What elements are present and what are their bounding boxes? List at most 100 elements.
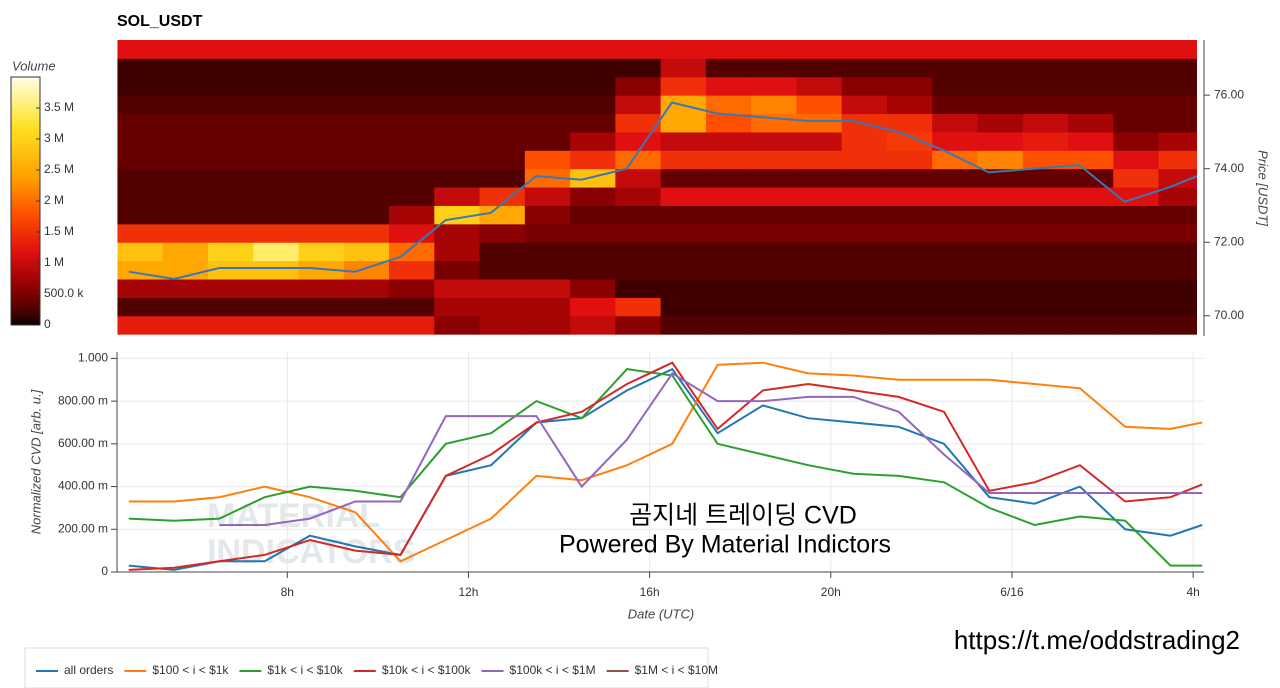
colorbar-swatch — [11, 115, 40, 118]
heatmap-cell — [977, 131, 1024, 151]
heatmap-cell — [570, 76, 616, 96]
colorbar-swatch — [11, 249, 40, 252]
heatmap-cell — [343, 95, 390, 115]
heatmap-cell — [524, 279, 571, 298]
heatmap-cell — [841, 260, 888, 280]
heatmap-cell — [796, 242, 843, 262]
colorbar-swatch — [11, 145, 40, 148]
heatmap-cell — [705, 223, 752, 243]
colorbar-tick-label: 500.0 k — [44, 286, 84, 300]
legend-box — [24, 647, 709, 688]
heatmap-cell — [705, 150, 752, 170]
annotation: https://t.me/oddstrading2 — [954, 625, 1240, 655]
heatmap-cell — [479, 297, 526, 317]
heatmap-cell — [570, 113, 616, 133]
heatmap-cell — [253, 95, 300, 115]
colorbar-swatch — [11, 123, 40, 126]
heatmap-cell — [162, 315, 209, 335]
heatmap-cell — [705, 279, 752, 298]
heatmap-cell — [1158, 205, 1197, 225]
colorbar-swatch — [11, 283, 40, 286]
heatmap-cell — [570, 205, 616, 225]
heatmap-cell — [1022, 76, 1069, 96]
y-tick-label: 0 — [101, 564, 108, 578]
heatmap-cell — [615, 58, 662, 78]
heatmap-cell — [117, 297, 164, 317]
heatmap-cell — [207, 168, 254, 188]
heatmap — [117, 40, 1197, 335]
heatmap-cell — [977, 297, 1024, 317]
heatmap-cell — [253, 76, 300, 96]
heatmap-cell — [1113, 260, 1160, 280]
colorbar-swatch — [11, 141, 40, 144]
heatmap-cell — [886, 40, 933, 59]
colorbar-swatch — [11, 253, 40, 256]
annotation: Powered By Material Indictors — [559, 531, 891, 559]
colorbar-swatch — [11, 229, 40, 232]
heatmap-cell — [343, 205, 390, 225]
heatmap-cell — [162, 260, 209, 280]
heatmap-cell — [253, 297, 300, 317]
heatmap-cell — [660, 242, 707, 262]
heatmap-cell — [932, 113, 978, 133]
heatmap-cell — [1067, 242, 1114, 262]
colorbar-swatch — [11, 233, 40, 236]
heatmap-cell — [932, 168, 978, 188]
colorbar-swatch — [11, 221, 40, 224]
heatmap-cell — [389, 131, 435, 151]
colorbar-swatch — [11, 225, 40, 228]
colorbar-swatch — [11, 217, 40, 220]
heatmap-cell — [524, 76, 571, 96]
heatmap-cell — [434, 150, 481, 170]
heatmap-cell — [796, 113, 843, 133]
legend-label: $1k < i < $10k — [267, 663, 343, 677]
colorbar-swatch — [11, 111, 40, 114]
colorbar-swatch — [11, 85, 40, 88]
heatmap-cell — [615, 242, 662, 262]
heatmap-cell — [841, 131, 888, 151]
colorbar-swatch — [11, 261, 40, 264]
heatmap-cell — [1022, 260, 1069, 280]
heatmap-cell — [886, 260, 933, 280]
chart-title: SOL_USDT — [117, 13, 203, 30]
colorbar-swatch — [11, 133, 40, 136]
heatmap-cell — [162, 58, 209, 78]
colorbar-swatch — [11, 181, 40, 184]
heatmap-cell — [479, 168, 526, 188]
heatmap-cell — [1022, 223, 1069, 243]
lines — [128, 361, 1203, 571]
heatmap-cell — [298, 168, 345, 188]
heatmap-cell — [886, 131, 933, 151]
heatmap-cell — [932, 150, 978, 170]
heatmap-cell — [162, 297, 209, 317]
colorbar-swatch — [11, 151, 40, 154]
heatmap-cell — [343, 260, 390, 280]
heatmap-cell — [977, 260, 1024, 280]
heatmap-cell — [615, 297, 662, 317]
heatmap-cell — [570, 58, 616, 78]
colorbar-swatch — [11, 187, 40, 190]
heatmap-cell — [660, 58, 707, 78]
heatmap-cell — [1158, 260, 1197, 280]
heatmap-cell — [1158, 76, 1197, 96]
colorbar-swatch — [11, 147, 40, 150]
colorbar-swatch — [11, 231, 40, 234]
heatmap-cell — [1158, 223, 1197, 243]
heatmap-cell — [615, 279, 662, 298]
colorbar-swatch — [11, 245, 40, 248]
heatmap-cell — [162, 113, 209, 133]
heatmap-cell — [660, 168, 707, 188]
heatmap-cell — [1113, 131, 1160, 151]
colorbar-swatch — [11, 173, 40, 176]
colorbar-swatch — [11, 269, 40, 272]
heatmap-cell — [298, 315, 345, 335]
heatmap-cell — [932, 95, 978, 115]
colorbar-swatch — [11, 205, 40, 208]
colorbar-swatch — [11, 105, 40, 108]
heatmap-cell — [162, 187, 209, 206]
heatmap-cell — [479, 205, 526, 225]
legend-label: $1M < i < $10M — [635, 663, 718, 677]
heatmap-cell — [1158, 40, 1197, 59]
heatmap-cell — [1022, 95, 1069, 115]
heatmap-cell — [253, 223, 300, 243]
